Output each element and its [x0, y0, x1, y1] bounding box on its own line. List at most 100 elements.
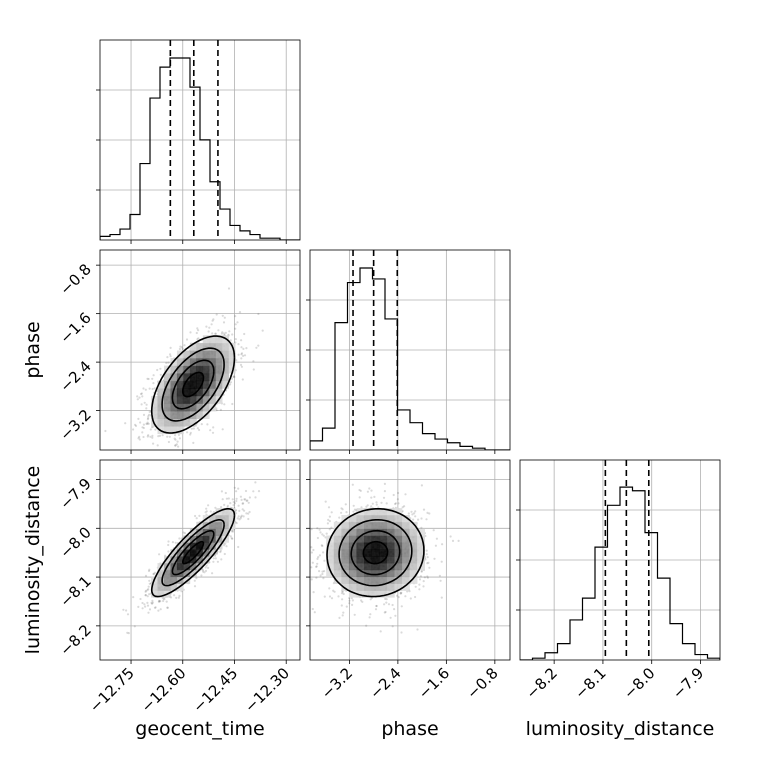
scatter-point [157, 609, 160, 612]
scatter-point [147, 454, 149, 456]
density-cell [371, 556, 380, 564]
scatter-point [324, 500, 327, 503]
scatter-point [221, 428, 224, 431]
scatter-point [175, 596, 178, 600]
scatter-point [358, 488, 361, 492]
xtick-label-luminosity_distance-0: −8.2 [522, 664, 560, 702]
scatter-point [239, 495, 242, 498]
scatter-point [254, 496, 257, 499]
scatter-point [351, 483, 354, 486]
scatter-point [320, 544, 323, 547]
density-cell [196, 535, 204, 543]
scatter-point [341, 590, 344, 593]
scatter-point [159, 600, 162, 603]
scatter-point [149, 428, 152, 431]
scatter-point [368, 616, 371, 619]
scatter-point [169, 346, 172, 349]
scatter-point [394, 502, 397, 506]
density-cell [371, 515, 380, 523]
scatter-point [139, 421, 142, 424]
density-cell [202, 395, 210, 404]
scatter-point [360, 506, 363, 509]
scatter-point [232, 375, 235, 378]
contour-0 [182, 540, 205, 565]
density-cell [228, 350, 236, 359]
density-cell [176, 388, 184, 397]
density-cell [183, 569, 191, 577]
scatter-point [418, 588, 421, 591]
scatter-point [296, 549, 298, 551]
scatter-point [198, 428, 201, 432]
density-cell [209, 350, 217, 359]
density-cell [379, 576, 388, 584]
density-cell [379, 590, 388, 598]
scatter-point [211, 431, 215, 434]
scatter-point [383, 603, 386, 606]
scatter-point [244, 498, 247, 501]
scatter-point [422, 585, 425, 588]
histogram-phase [310, 267, 510, 450]
ylabel-phase: phase [22, 321, 44, 378]
scatter-point [211, 319, 214, 322]
scatter-point [373, 495, 376, 498]
density-cell [417, 528, 425, 536]
scatter-point [220, 506, 223, 509]
scatter-point [234, 327, 237, 330]
density-cell [402, 576, 410, 584]
scatter-point [229, 339, 232, 342]
density-cell [215, 373, 223, 382]
density-cell [196, 556, 204, 564]
scatter-point [232, 504, 235, 507]
scatter-point [238, 509, 241, 512]
scatter-point [327, 506, 331, 509]
scatter-point [237, 353, 240, 356]
density-cell [202, 335, 210, 344]
scatter-point [368, 487, 371, 490]
density-cell [402, 556, 410, 564]
scatter-point [439, 579, 442, 582]
density-cell [364, 576, 372, 584]
panel-frame-2-2 [519, 459, 721, 661]
scatter-point [341, 508, 344, 511]
density-cell [151, 411, 158, 419]
density-cell [379, 508, 388, 516]
density-cell [228, 508, 236, 516]
scatter-point [404, 493, 407, 496]
xtick-label-phase-0: −3.2 [318, 664, 356, 702]
density-cell [356, 549, 365, 557]
scatter-point [385, 502, 388, 505]
density-cell [189, 556, 197, 564]
scatter-point [315, 576, 318, 579]
density-cell [386, 556, 395, 564]
density-cell [356, 583, 365, 591]
xtick-label-geocent_time-3: −12.30 [241, 664, 293, 716]
scatter-point [392, 493, 395, 497]
density-cell [170, 373, 178, 382]
density-cell [386, 576, 395, 584]
density-cell [356, 569, 365, 577]
contour-0 [362, 540, 389, 565]
scatter-point [137, 417, 140, 420]
scatter-point [341, 614, 344, 617]
scatter-point [432, 529, 435, 532]
scatter-point [205, 510, 208, 513]
density-cell [202, 358, 210, 366]
scatter-point [209, 510, 212, 513]
scatter-point [311, 607, 314, 611]
scatter-point [193, 579, 196, 582]
scatter-point [283, 590, 285, 592]
scatter-point [204, 569, 208, 573]
density-cell [202, 373, 210, 382]
scatter-point [433, 557, 436, 560]
histogram-luminosity_distance [520, 486, 720, 660]
scatter-point [240, 352, 244, 355]
scatter-point [235, 497, 238, 500]
scatter-point [353, 613, 356, 616]
scatter-point [321, 533, 324, 536]
density-cell [386, 508, 395, 516]
density-cell [196, 350, 204, 359]
scatter-point [197, 329, 200, 332]
density-cell [176, 358, 184, 366]
density-cell [157, 411, 165, 419]
contour-2 [338, 518, 413, 587]
